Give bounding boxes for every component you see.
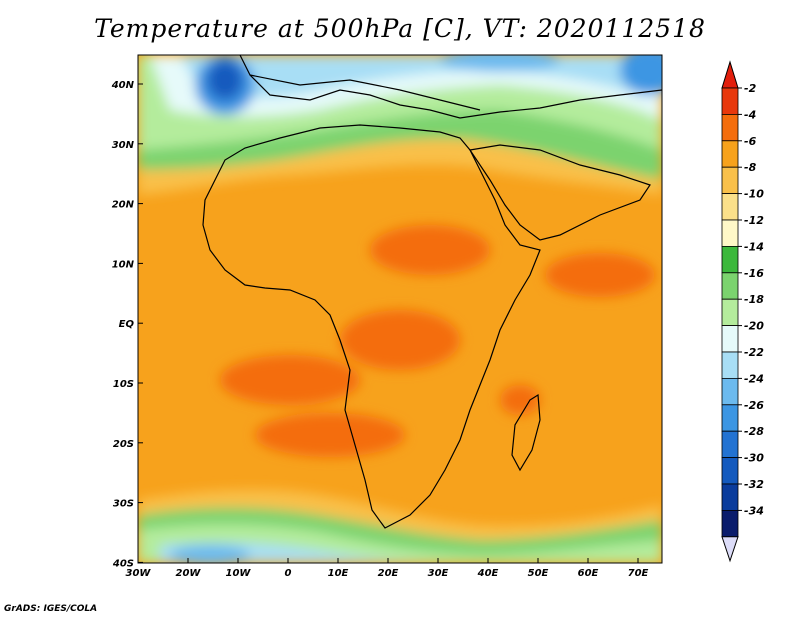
colorbar-label: -28: [744, 425, 764, 438]
colorbar-label: -22: [744, 346, 764, 359]
colorbar-swatch: [721, 377, 739, 406]
colorbar-label: -32: [744, 478, 764, 491]
latitude-axis: 40N 30N 20N 10N EQ 10S 20S 30S 40S: [111, 80, 143, 569]
colorbar-label: -14: [744, 240, 764, 253]
lon-tick-label: 20E: [378, 568, 399, 579]
lon-tick-label: 30W: [126, 568, 152, 579]
lat-tick-label: 10S: [113, 379, 134, 390]
madagascar-coastline: [511, 393, 541, 472]
lat-tick-label: 20N: [112, 200, 135, 211]
lon-tick-label: 10E: [328, 568, 349, 579]
africa-coastline: [202, 124, 541, 529]
colorbar-swatch: [721, 219, 739, 247]
chart-title: Temperature at 500hPa [C], VT: 202011251…: [94, 14, 706, 43]
temperature-field: [138, 55, 662, 563]
colorbar-swatch: [721, 351, 739, 379]
lon-tick-label: 0: [285, 568, 292, 579]
colorbar-swatch: [721, 114, 739, 142]
colorbar: -2 -4 -6 -8 -10 -12 -14 -16 -18 -20 -22 -24 -26 -28 -3…: [721, 60, 764, 563]
lat-tick-label: 10N: [112, 259, 135, 270]
colorbar-label: -34: [744, 504, 764, 517]
colorbar-label: -26: [744, 399, 764, 412]
colorbar-swatch: [721, 298, 739, 327]
field-cold-core-south: [170, 545, 250, 563]
lat-tick-label: 30S: [113, 499, 134, 510]
colorbar-label: -6: [744, 135, 757, 148]
mediterranean-coastline: [249, 74, 481, 111]
field-warm-core-congo: [340, 310, 460, 370]
lon-tick-label: 30E: [428, 568, 449, 579]
field-warm-core-sahel: [370, 225, 490, 275]
lon-tick-label: 10W: [226, 568, 252, 579]
colorbar-swatch: [721, 404, 739, 432]
colorbar-swatch: [721, 483, 739, 511]
lon-tick-label: 50E: [528, 568, 549, 579]
colorbar-swatch: [721, 272, 739, 300]
lon-tick-label: 60E: [578, 568, 599, 579]
arabia-coastline: [468, 144, 651, 241]
lat-tick-label: 30N: [112, 140, 135, 151]
colorbar-label: -30: [744, 452, 764, 465]
credit-label: GrADS: IGES/COLA: [4, 604, 98, 614]
colorbar-label: -2: [744, 82, 757, 95]
europe-coastline: [239, 55, 662, 119]
lat-tick-label: EQ: [119, 319, 135, 330]
lon-tick-label: 70E: [628, 568, 649, 579]
colorbar-label: -20: [744, 320, 764, 333]
colorbar-swatch: [721, 87, 739, 115]
lon-tick-label: 20W: [176, 568, 202, 579]
colorbar-swatch: [721, 457, 739, 485]
lat-tick-label: 40N: [111, 80, 135, 91]
colorbar-swatch: [721, 325, 739, 353]
colorbar-label: -8: [744, 161, 757, 174]
colorbar-swatch: [721, 430, 739, 459]
colorbar-swatch: [721, 193, 739, 221]
field-warm-core-arabian-sea: [545, 253, 655, 297]
colorbar-swatch: [721, 509, 739, 538]
field-warm-core-mozambique: [500, 385, 540, 415]
longitude-axis: 30W 20W 10W 0 10E 20E 30E 40E 50E 60E 70E: [126, 558, 649, 579]
lat-tick-label: 20S: [113, 439, 134, 450]
colorbar-over-arrow: [721, 60, 739, 89]
lat-tick-label: 40S: [112, 558, 134, 569]
coastlines: [202, 55, 662, 529]
field-cold-core-atlantic-inner: [207, 60, 243, 100]
colorbar-swatch: [721, 166, 739, 194]
colorbar-swatch: [721, 245, 739, 274]
colorbar-label: -12: [744, 214, 764, 227]
field-warm-core-south-atlantic: [220, 355, 360, 405]
colorbar-under-arrow: [721, 536, 739, 563]
field-warm-core-subtropic: [255, 413, 405, 457]
field-cold-core-asia: [620, 55, 662, 95]
colorbar-label: -4: [744, 108, 756, 121]
lon-tick-label: 40E: [477, 568, 499, 579]
plot-frame: [137, 54, 663, 564]
colorbar-swatch: [721, 140, 739, 168]
field-cold-core-europe: [440, 55, 560, 72]
colorbar-label: -24: [744, 372, 764, 385]
colorbar-label: -10: [744, 188, 764, 201]
colorbar-label: -18: [744, 293, 764, 306]
colorbar-label: -16: [744, 267, 764, 280]
